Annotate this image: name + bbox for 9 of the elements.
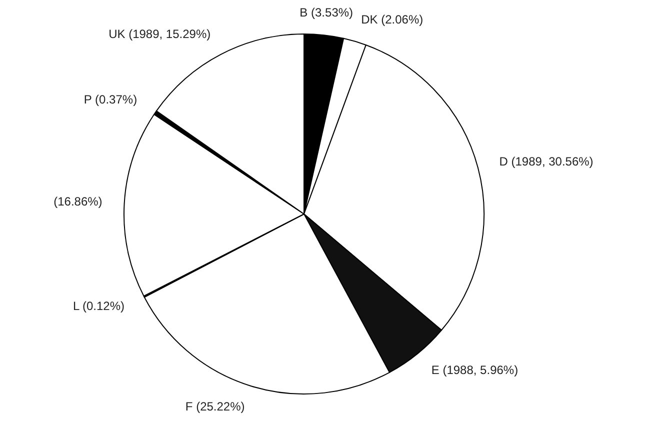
slice-label: L (0.12%) [72, 298, 125, 313]
slice-label: B (3.53%) [300, 5, 354, 20]
slice-label: E (1988, 5.96%) [431, 362, 518, 377]
slice-label: (16.86%) [54, 194, 102, 209]
slice-label: D (1989, 30.56%) [499, 154, 594, 168]
slice-label: UK (1989, 15.29%) [108, 27, 211, 42]
slice-label: F (25.22%) [185, 399, 245, 414]
slice-label: DK (2.06%) [361, 12, 424, 26]
slice-label: P (0.37%) [84, 92, 138, 106]
